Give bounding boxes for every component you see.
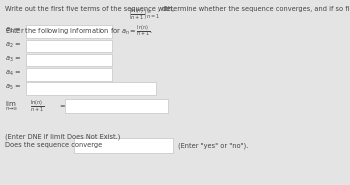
Text: Write out the first five terms of the sequence with,: Write out the first five terms of the se… <box>5 6 176 12</box>
Text: Does the sequence converge: Does the sequence converge <box>5 142 103 148</box>
FancyBboxPatch shape <box>26 82 156 95</box>
Text: (Enter DNE if limit Does Not Exist.): (Enter DNE if limit Does Not Exist.) <box>5 134 121 140</box>
FancyBboxPatch shape <box>26 40 112 52</box>
Text: =: = <box>59 103 64 109</box>
Text: $a_3$ =: $a_3$ = <box>5 55 21 64</box>
Text: , determine whether the sequence converges, and if so find its limit.: , determine whether the sequence converg… <box>158 6 350 12</box>
Text: $\left[\frac{\ln(n)}{n+1}\right]_{n=1}^{\infty}$: $\left[\frac{\ln(n)}{n+1}\right]_{n=1}^{… <box>128 6 160 22</box>
Text: $a_1$ =: $a_1$ = <box>5 26 21 35</box>
Text: $\lim_{n \to \infty}$: $\lim_{n \to \infty}$ <box>5 100 18 112</box>
FancyBboxPatch shape <box>65 99 168 113</box>
FancyBboxPatch shape <box>26 54 112 66</box>
FancyBboxPatch shape <box>26 68 112 81</box>
FancyBboxPatch shape <box>74 138 173 153</box>
FancyBboxPatch shape <box>26 25 112 38</box>
Text: Enter the following information for $a_n = \frac{\ln(n)}{n+1}$.: Enter the following information for $a_n… <box>5 23 153 39</box>
Text: $a_5$ =: $a_5$ = <box>5 83 21 92</box>
Text: $a_2$ =: $a_2$ = <box>5 40 21 50</box>
Text: $\frac{\ln(n)}{n+1}$: $\frac{\ln(n)}{n+1}$ <box>30 98 44 114</box>
Text: $a_4$ =: $a_4$ = <box>5 69 21 78</box>
Text: (Enter "yes" or "no").: (Enter "yes" or "no"). <box>178 142 249 149</box>
